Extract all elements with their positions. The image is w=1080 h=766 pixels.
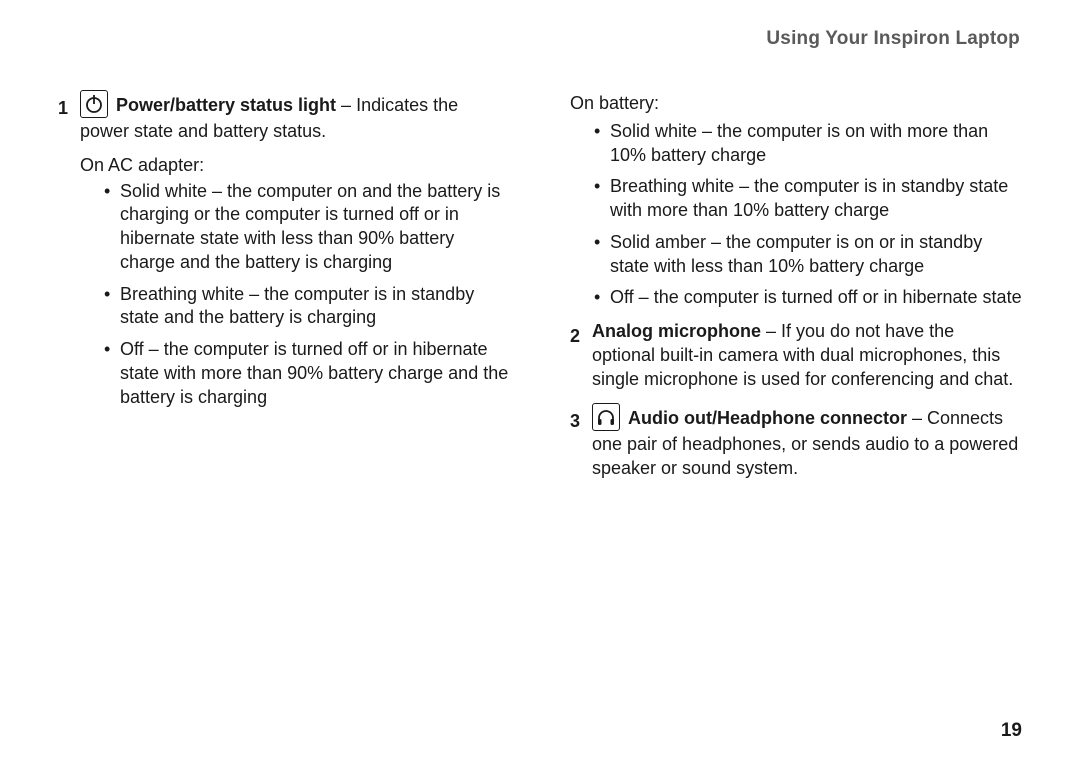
list-item: Solid amber – the computer is on or in s…: [594, 231, 1022, 279]
item-1: 1 Power/battery status light – Indicates…: [58, 92, 510, 144]
left-column: 1 Power/battery status light – Indicates…: [58, 92, 510, 491]
item-title: Analog microphone: [592, 321, 761, 341]
item-2: 2 Analog microphone – If you do not have…: [570, 320, 1022, 391]
dash: –: [907, 408, 927, 428]
item-body: Power/battery status light – Indicates t…: [80, 92, 510, 144]
content-columns: 1 Power/battery status light – Indicates…: [58, 92, 1022, 491]
item-body: Analog microphone – If you do not have t…: [592, 320, 1022, 391]
dash: –: [336, 95, 356, 115]
item-body: Audio out/Headphone connector – Connects…: [592, 405, 1022, 481]
battery-bullet-list: Solid white – the computer is on with mo…: [570, 120, 1022, 310]
item-number: 1: [58, 92, 80, 121]
list-item: Breathing white – the computer is in sta…: [104, 283, 510, 331]
power-icon: [80, 90, 108, 118]
item-number: 2: [570, 320, 592, 349]
battery-heading: On battery:: [570, 92, 1022, 116]
item-title: Audio out/Headphone connector: [628, 408, 907, 428]
right-column: On battery: Solid white – the computer i…: [570, 92, 1022, 491]
headphone-icon: [592, 403, 620, 431]
ac-bullet-list: Solid white – the computer on and the ba…: [58, 180, 510, 410]
page-header: Using Your Inspiron Laptop: [58, 28, 1022, 50]
list-item: Off – the computer is turned off or in h…: [104, 338, 510, 409]
list-item: Off – the computer is turned off or in h…: [594, 286, 1022, 310]
manual-page: Using Your Inspiron Laptop 1 Power/batte…: [0, 0, 1080, 766]
item-number: 3: [570, 405, 592, 434]
list-item: Solid white – the computer on and the ba…: [104, 180, 510, 275]
item-title: Power/battery status light: [116, 95, 336, 115]
item-3: 3 Audio out/Headphone connector – Connec…: [570, 405, 1022, 481]
page-number: 19: [1001, 720, 1022, 742]
list-item: Solid white – the computer is on with mo…: [594, 120, 1022, 168]
ac-adapter-heading: On AC adapter:: [80, 154, 510, 178]
dash: –: [761, 321, 781, 341]
list-item: Breathing white – the computer is in sta…: [594, 175, 1022, 223]
